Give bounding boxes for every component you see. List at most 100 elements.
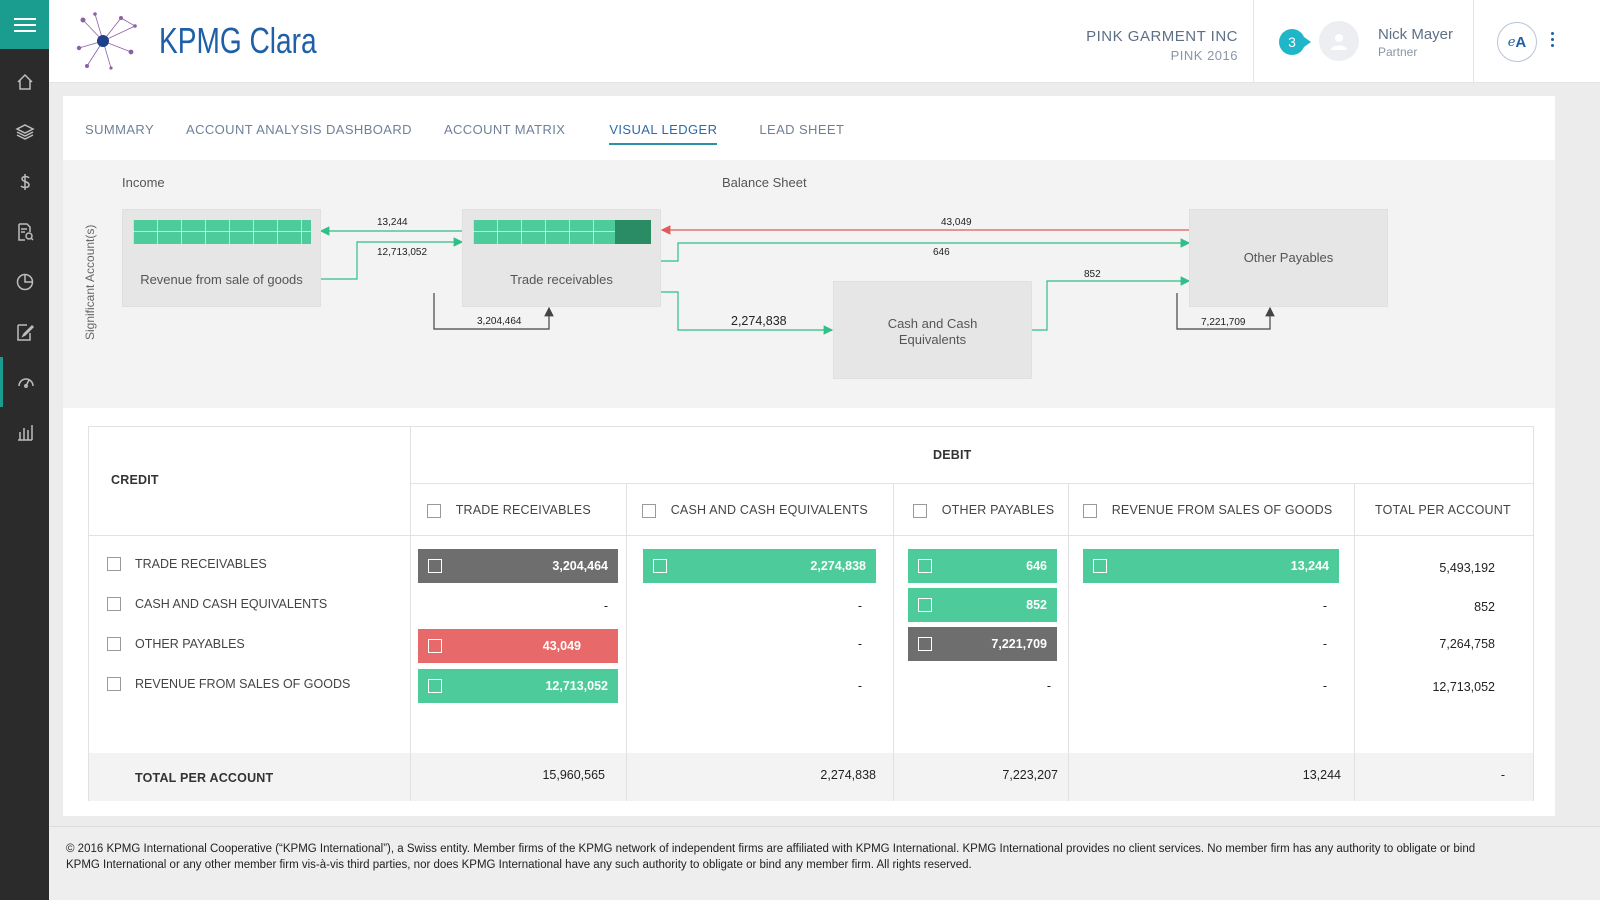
node-trade-receivables[interactable]: Trade receivables [462,209,661,307]
matrix-cell-empty: - [1322,679,1327,693]
user-icon [1331,34,1347,50]
row-total: 12,713,052 [1432,680,1495,694]
matrix-cell-pill[interactable]: 7,221,709 [908,627,1057,661]
col-header-cash[interactable]: CASH AND CASH EQUIVALENTS [642,503,868,518]
header-divider [1253,0,1254,83]
edge-trade-self [433,293,554,330]
edge-label: 852 [1084,269,1101,280]
node-label: Other Payables [1243,250,1334,265]
legal-text-line: KPMG International or any other member f… [66,859,972,871]
matrix-cell-pill[interactable]: 2,274,838 [643,549,876,583]
checkbox[interactable] [107,677,121,691]
avatar[interactable] [1319,21,1359,61]
user-info[interactable]: Nick Mayer Partner [1378,26,1453,59]
col-header-total: TOTAL PER ACCOUNT [1375,503,1511,517]
user-name: Nick Mayer [1378,26,1454,43]
hamburger-icon [13,17,36,32]
row-label-other-payables[interactable]: OTHER PAYABLES [107,637,245,651]
row-divider [410,483,1534,484]
more-options-icon[interactable] [1549,32,1555,52]
edge-trade-to-other [661,238,1191,262]
matrix-cell-pill[interactable]: 646 [908,549,1057,583]
checkbox[interactable] [107,557,121,571]
tab-account-matrix[interactable]: ACCOUNT MATRIX [443,122,566,137]
col-divider [410,427,411,801]
credit-header: CREDIT [111,473,159,487]
checkbox[interactable] [642,503,656,518]
matrix-cell-empty: - [1046,679,1051,693]
legal-footer: © 2016 KPMG International Cooperative (“… [49,826,1600,900]
sidebar [0,0,49,900]
checkbox[interactable] [913,503,927,518]
col-header-trade-receivables[interactable]: TRADE RECEIVABLES [427,503,591,518]
legal-text-line: © 2016 KPMG International Cooperative (“… [66,843,1476,855]
sidebar-item-document-search[interactable] [0,207,49,257]
node-label: Revenue from sale of goods [140,272,303,287]
total-per-account-label: TOTAL PER ACCOUNT [135,771,274,785]
flow-arrows: 13,244 12,713,052 3,204,464 2,274,838 43… [319,217,1275,335]
node-cash[interactable]: Cash and Cash Equivalents [833,281,1032,379]
column-total: 13,244 [1302,768,1341,782]
visual-ledger-flow: Income Balance Sheet Significant Account… [63,160,1555,408]
sidebar-item-dashboard[interactable] [0,357,49,407]
matrix-cell-pill[interactable]: 3,204,464 [418,549,618,583]
row-total: 7,264,758 [1439,637,1495,651]
matrix-cell-pill[interactable]: 13,244 [1083,549,1339,583]
engagement-name: PINK 2016 [1170,48,1238,63]
tab-lead-sheet[interactable]: LEAD SHEET [759,122,845,137]
sidebar-item-layers[interactable] [0,107,49,157]
ea-italic: e [1507,34,1516,50]
home-icon [16,73,33,90]
column-total: - [1500,768,1505,782]
dollar-icon [19,174,30,190]
notification-badge[interactable]: 3 [1279,29,1311,55]
edge-cash-to-other [1032,276,1191,331]
bar-chart-icon [17,425,33,441]
row-label-revenue[interactable]: REVENUE FROM SALES OF GOODS [107,677,350,691]
sidebar-item-pie-chart[interactable] [0,257,49,307]
row-total: 5,493,192 [1439,561,1495,575]
node-other-payables[interactable]: Other Payables [1189,209,1388,307]
sidebar-item-edit-document[interactable] [0,307,49,357]
ledger-matrix-table: CREDIT DEBIT TRADE RECEIVABLES CASH AND … [88,426,1534,801]
row-label-trade-receivables[interactable]: TRADE RECEIVABLES [107,557,267,571]
col-header-revenue[interactable]: REVENUE FROM SALES OF GOODS [1083,503,1332,518]
edge-label: 12,713,052 [377,247,427,258]
tab-summary[interactable]: SUMMARY [85,122,155,137]
client-info[interactable]: PINK GARMENT INC PINK 2016 [1086,28,1238,63]
client-name: PINK GARMENT INC [1086,28,1238,45]
brand-name: KPMG Clara [159,20,317,61]
matrix-cell-pill[interactable]: 852 [908,588,1057,622]
node-revenue[interactable]: Revenue from sale of goods [122,209,321,307]
matrix-cell-empty: - [603,599,608,613]
col-divider [1354,484,1355,801]
tab-account-analysis-dashboard[interactable]: ACCOUNT ANALYSIS DASHBOARD [186,122,412,137]
sidebar-item-home[interactable] [0,57,49,107]
node-label: Trade receivables [510,272,613,287]
row-label-cash[interactable]: CASH AND CASH EQUIVALENTS [107,597,327,611]
menu-button[interactable] [0,0,49,49]
tab-bar: SUMMARY ACCOUNT ANALYSIS DASHBOARD ACCOU… [85,122,876,145]
col-divider [626,484,627,801]
sidebar-item-analytics[interactable] [0,407,49,457]
matrix-cell-pill[interactable]: 12,713,052 [418,669,618,703]
dashboard-gauge-icon [18,378,34,388]
checkbox[interactable] [427,503,441,518]
main-card: SUMMARY ACCOUNT ANALYSIS DASHBOARD ACCOU… [63,96,1555,816]
tab-visual-ledger[interactable]: VISUAL LEDGER [609,122,718,145]
checkbox[interactable] [1083,503,1097,518]
sidebar-item-dollar[interactable] [0,157,49,207]
col-header-other-payables[interactable]: OTHER PAYABLES [913,503,1054,518]
matrix-cell-empty: - [857,679,862,693]
checkbox[interactable] [107,637,121,651]
column-total: 15,960,565 [542,768,605,782]
matrix-cell-empty: - [857,637,862,651]
kpmg-clara-logo-icon [76,12,137,70]
col-divider [1068,484,1069,801]
matrix-cell-pill[interactable]: 43,049 [418,629,618,663]
edit-document-icon [16,324,34,341]
checkbox[interactable] [107,597,121,611]
pie-chart-icon [16,273,33,291]
debit-header: DEBIT [933,448,972,462]
